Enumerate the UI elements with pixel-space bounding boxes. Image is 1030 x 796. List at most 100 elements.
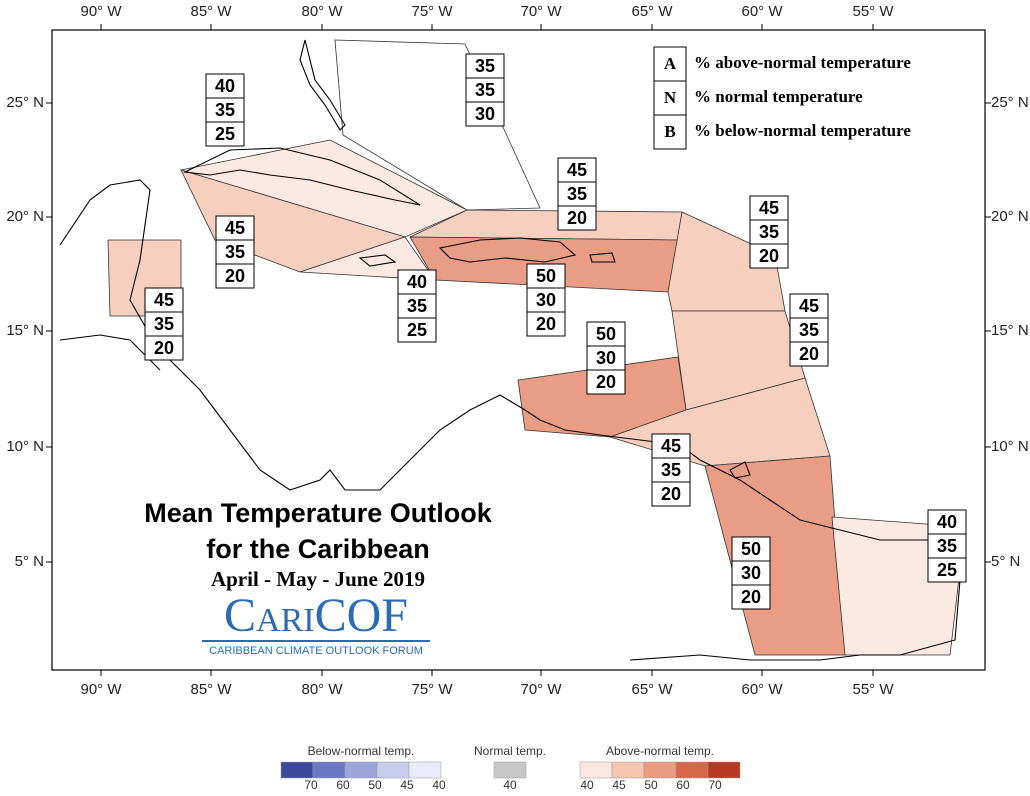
colorbar-swatch [376,761,410,779]
probability: 50 [536,266,556,286]
probability: 30 [475,104,495,124]
probability: 35 [799,320,819,340]
box-cell [557,157,597,183]
key: A % above-normal temperature N % normal tem… [653,46,911,150]
probability: 30 [536,290,556,310]
probability: 20 [225,266,245,286]
probability: 35 [475,80,495,100]
probability: 50 [596,324,616,344]
probability: 45 [567,160,587,180]
lon-label: 65° W [631,681,673,698]
colorbar-swatch [493,761,527,779]
lat-label: 15° N [6,322,44,339]
box-cell [749,243,789,269]
box-cell [927,509,967,535]
key-text: % normal temperature [694,87,863,106]
probability: 35 [225,242,245,262]
probability: 25 [215,124,235,144]
box-cell [465,77,505,103]
key-letter: B [664,122,675,141]
axes: 90° W 90° W 85° W 85° W 80° W 80° W 75° W 75° W… [6,3,1028,698]
colorbar-label: 45 [612,778,626,791]
probability: 20 [661,484,681,504]
lon-label: 85° W [190,681,232,698]
colorbar-title: Normal temp. [474,744,546,758]
box-cell [749,219,789,245]
box-cell [789,341,829,367]
box-cell [526,311,566,337]
colorbar-label: 50 [368,778,382,791]
logo-tagline: CARIBBEAN CLIMATE OUTLOOK FORUM [209,645,423,657]
probability: 30 [596,348,616,368]
box-cell [215,215,255,241]
hispaniola [438,237,577,263]
probability: 35 [407,296,427,316]
probability: 30 [741,563,761,583]
lon-label: 65° W [631,3,673,20]
box-cell [465,101,505,127]
key-letter: N [664,88,677,107]
lat-label: 25° N [991,94,1029,111]
box-cell [205,73,245,99]
lat-label: 5° N [991,553,1020,570]
lat-label: 10° N [991,438,1029,455]
box-cell [205,121,245,147]
probability: 35 [661,460,681,480]
box-cell [397,317,437,343]
box-cell [465,53,505,79]
probability: 20 [741,587,761,607]
lon-label: 55° W [852,3,894,20]
trinidad [729,461,751,479]
lon-label: 55° W [852,681,894,698]
box-cell [586,321,626,347]
probability: 25 [937,560,957,580]
colorbar-label: 60 [676,778,690,791]
florida [299,39,346,131]
box-cell [651,457,691,483]
lon-label: 75° W [411,3,453,20]
lat-label: 15° N [991,322,1029,339]
probability: 40 [937,512,957,532]
probability: 20 [799,344,819,364]
colorbar-label: 70 [304,778,318,791]
lon-label: 60° W [741,3,783,20]
outlook-boxes: 35 35 30 40 35 25 45 35 20 45 35 20 40 35 25 50 30 20 45 35… [144,53,967,610]
box-cell [731,536,771,562]
probability: 50 [741,539,761,559]
probability: 40 [407,272,427,292]
colorbar-swatch [344,761,378,779]
period: April - May - June 2019 [211,567,425,591]
probability: 45 [225,218,245,238]
probability: 35 [154,314,174,334]
box-cell [144,335,184,361]
probability: 20 [154,338,174,358]
region [299,236,436,281]
box-cell [215,263,255,289]
probability: 40 [215,76,235,96]
probability: 45 [799,296,819,316]
box-cell [731,584,771,610]
colorbar-swatch [408,761,442,779]
colorbar-swatch [579,761,613,779]
box-cell [397,293,437,319]
box-cell [557,205,597,231]
colorbar-label: 40 [432,778,446,791]
lon-label: 70° W [520,681,562,698]
lon-label: 80° W [301,681,343,698]
box-cell [927,557,967,583]
lon-label: 70° W [520,3,562,20]
colorbar-swatch [280,761,314,779]
colorbar-label: 45 [400,778,414,791]
box-cell [789,293,829,319]
colorbar-label: 60 [336,778,350,791]
key-text: % below-normal temperature [694,121,911,140]
colorbar-swatch [312,761,346,779]
lat-label: 5° N [15,553,44,570]
key-cell [653,114,687,150]
lon-label: 85° W [190,3,232,20]
box-cell [215,239,255,265]
probability: 20 [536,314,556,334]
key-letter: A [664,54,677,73]
lat-label: 20° N [991,208,1029,225]
